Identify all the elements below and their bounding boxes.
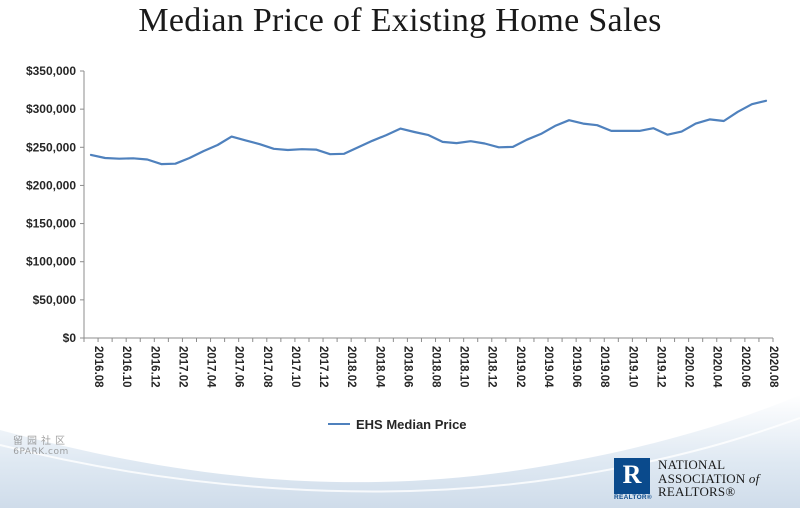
x-tick-label: 2019.04 <box>542 346 554 388</box>
y-tick-label: $50,000 <box>33 293 77 307</box>
nar-logo: R REALTOR® NATIONAL ASSOCIATION of REALT… <box>614 458 759 502</box>
logo-mark-caption: REALTOR® <box>614 494 653 501</box>
watermark-url: 6PARK.com <box>13 447 69 457</box>
x-tick-label: 2019.06 <box>570 346 582 388</box>
x-tick-label: 2018.10 <box>458 346 470 388</box>
x-tick-label: 2016.10 <box>120 346 132 388</box>
x-tick-label: 2016.12 <box>148 346 160 388</box>
y-tick-label: $350,000 <box>26 64 76 78</box>
logo-line-2b: of <box>748 470 760 486</box>
y-axis-ticks: $0 $50,000 $100,000 $150,000 $200,000 $250,00… <box>26 64 84 345</box>
y-tick-label: $300,000 <box>26 102 76 116</box>
series-group <box>89 99 768 166</box>
x-tick-label: 2018.12 <box>486 346 498 388</box>
axes <box>83 71 773 339</box>
y-tick-label: $200,000 <box>26 178 76 192</box>
logo-line-1: NATIONAL <box>658 457 726 472</box>
logo-line-3: REALTORS® <box>658 484 736 499</box>
x-tick-label: 2017.08 <box>261 346 273 388</box>
x-axis-ticks: 2016.08 2016.10 2016.12 2017.02 2017.04 2017.… <box>83 338 779 388</box>
x-tick-label: 2017.04 <box>205 346 217 388</box>
y-tick-label: $150,000 <box>26 217 76 231</box>
x-tick-label: 2017.12 <box>317 346 329 388</box>
x-tick-label: 2020.02 <box>683 346 695 388</box>
watermark-chars: 留园社区 <box>13 436 69 447</box>
x-tick-label: 2018.04 <box>373 346 385 388</box>
series-line-ehs-median-price <box>89 99 768 166</box>
logo-mark-letter: R <box>622 460 642 489</box>
x-tick-label: 2017.10 <box>289 346 301 388</box>
y-tick-label: $100,000 <box>26 255 76 269</box>
x-tick-label: 2019.08 <box>598 346 610 388</box>
legend: EHS Median Price <box>328 415 467 433</box>
x-tick-label: 2020.04 <box>711 346 723 388</box>
x-tick-label: 2019.12 <box>654 346 666 388</box>
x-tick-label: 2017.02 <box>176 346 188 388</box>
x-tick-label: 2020.06 <box>739 346 751 388</box>
logo-line-2a: ASSOCIATION <box>658 470 746 486</box>
y-tick-label: $0 <box>63 331 77 345</box>
watermark: 留园社区 6PARK.com <box>6 432 76 457</box>
legend-label: EHS Median Price <box>356 416 467 432</box>
x-tick-label: 2017.06 <box>233 346 245 388</box>
chart-title: Median Price of Existing Home Sales <box>138 2 662 39</box>
x-tick-label: 2016.08 <box>92 346 104 388</box>
legend-swatch <box>328 423 350 425</box>
y-tick-label: $250,000 <box>26 140 76 154</box>
x-tick-label: 2018.02 <box>345 346 357 388</box>
x-tick-label: 2019.02 <box>514 346 526 388</box>
x-tick-label: 2020.08 <box>767 346 779 388</box>
x-tick-label: 2018.08 <box>430 346 442 388</box>
x-tick-label: 2018.06 <box>401 346 413 388</box>
logo-wordmark: NATIONAL ASSOCIATION of REALTORS® <box>658 458 759 499</box>
realtor-r-mark: R <box>614 458 650 494</box>
x-tick-label: 2019.10 <box>626 346 638 388</box>
